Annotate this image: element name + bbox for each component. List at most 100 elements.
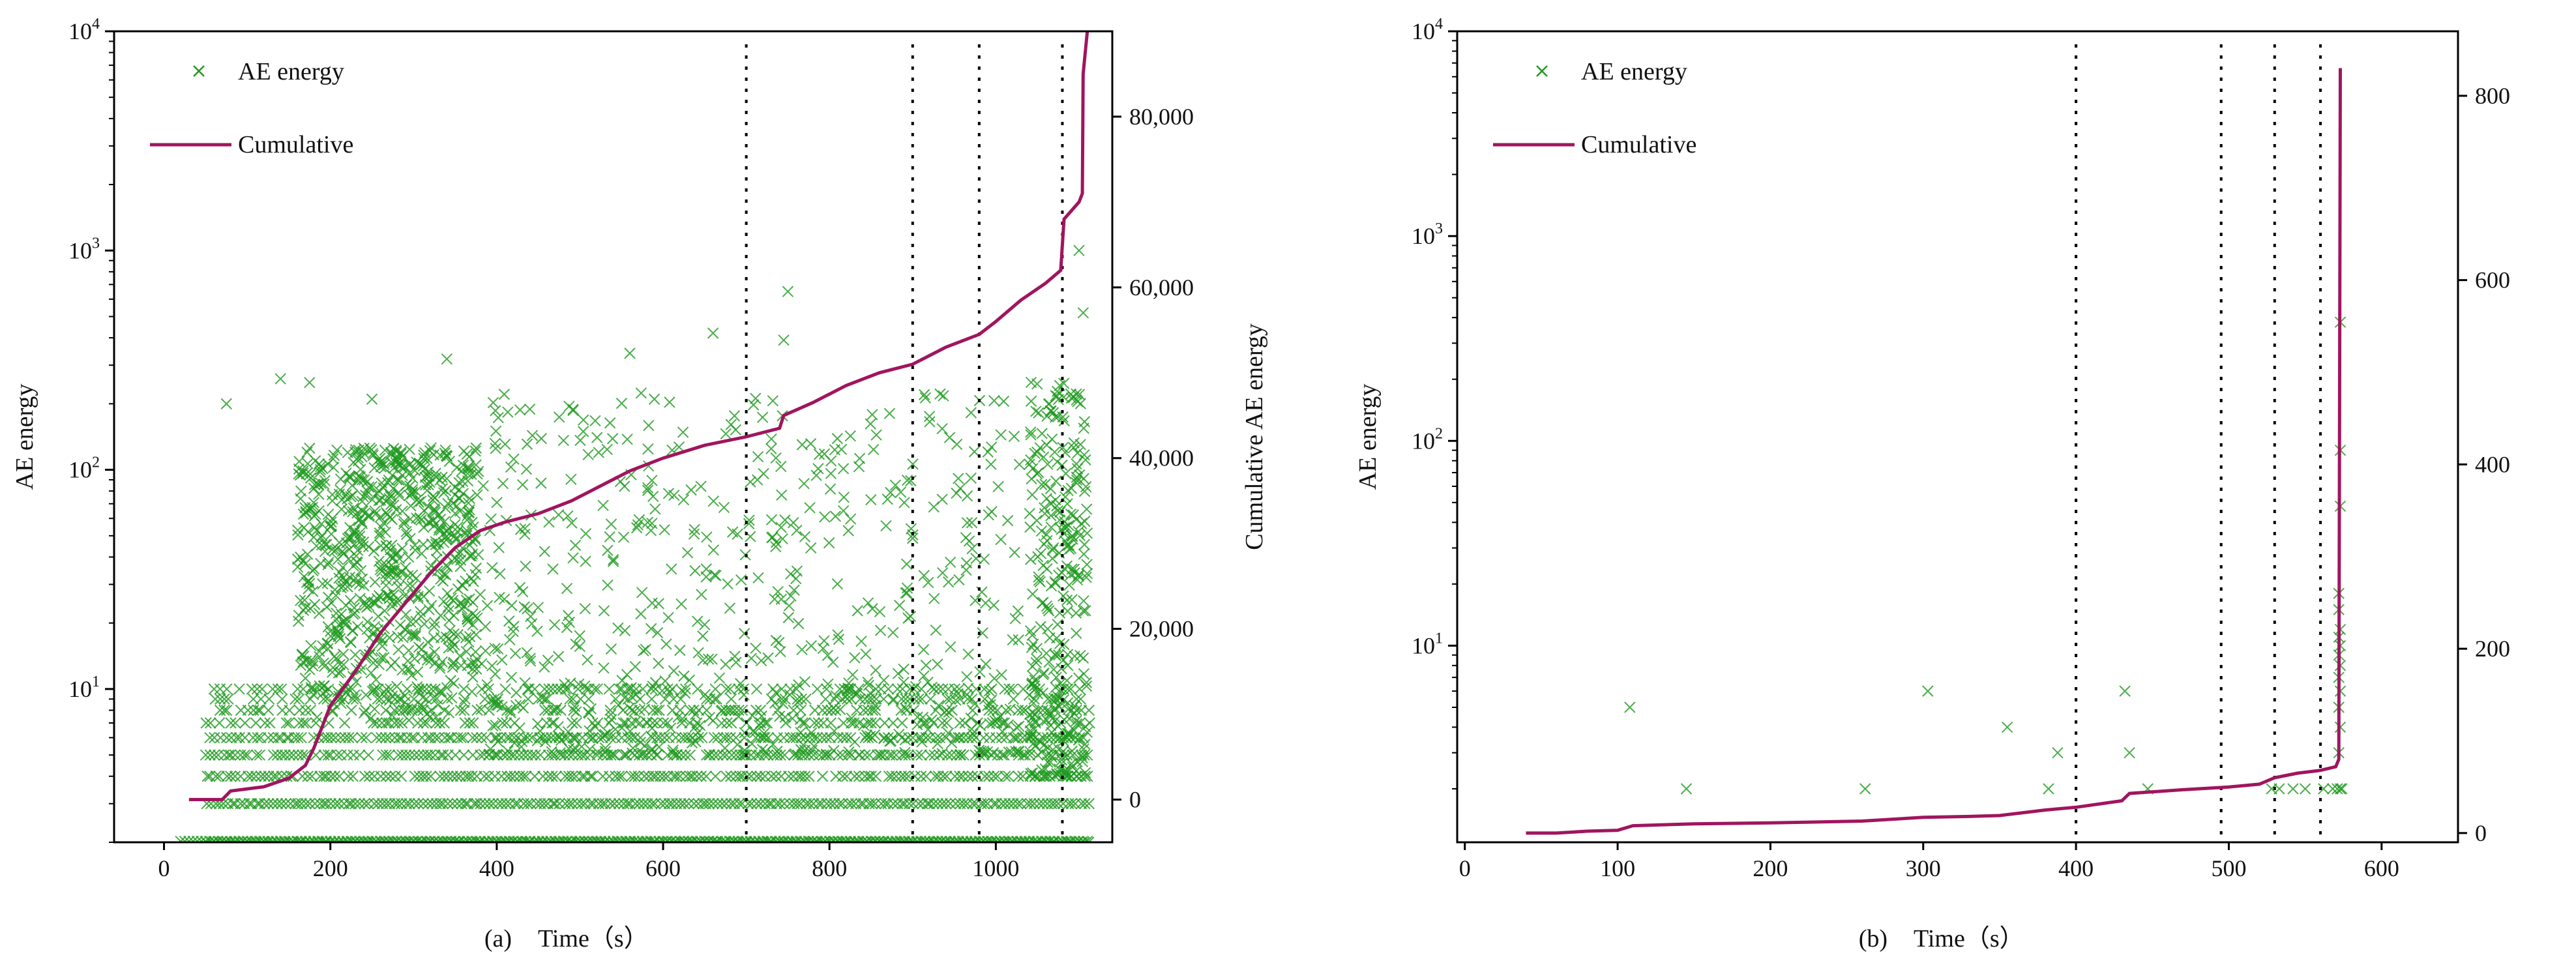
scatter-point xyxy=(374,564,386,576)
x-tick-label: 800 xyxy=(812,855,847,881)
scatter-point xyxy=(893,599,906,611)
scatter-point xyxy=(2043,783,2054,795)
scatter-point xyxy=(441,353,453,365)
scatter-point xyxy=(916,736,928,748)
scatter-point xyxy=(1024,553,1037,565)
tick-exponent: 1 xyxy=(1435,630,1443,647)
scatter-point xyxy=(657,717,670,729)
scatter-point xyxy=(1043,705,1056,717)
scatter-point xyxy=(649,503,661,515)
scatter-point xyxy=(1041,563,1053,575)
scatter-point xyxy=(646,475,658,486)
scatter-point xyxy=(215,693,226,705)
scatter-point xyxy=(392,581,404,593)
scatter-point xyxy=(651,704,663,716)
scatter-point xyxy=(385,447,397,458)
scatter-point xyxy=(715,705,728,717)
scatter-point xyxy=(1065,758,1078,770)
scatter-point xyxy=(962,693,973,705)
scatter-point xyxy=(712,731,724,744)
scatter-point xyxy=(464,717,476,729)
scatter-point xyxy=(505,671,518,683)
scatter-point xyxy=(713,672,726,684)
scatter-point xyxy=(566,771,578,782)
scatter-point xyxy=(473,465,484,477)
scatter-point xyxy=(404,533,416,544)
scatter-point xyxy=(599,730,610,742)
scatter-point xyxy=(304,503,316,514)
scatter-point xyxy=(443,731,455,744)
x-axis-label: Time（s） xyxy=(1914,925,2024,952)
scatter-point xyxy=(1052,619,1063,630)
scatter-point xyxy=(383,694,396,706)
scatter-point xyxy=(349,525,361,537)
scatter-point xyxy=(696,589,707,600)
scatter-point xyxy=(887,626,899,639)
scatter-point xyxy=(750,642,762,655)
x-tick-label: 200 xyxy=(1753,855,1788,881)
scatter-point xyxy=(460,595,473,606)
scatter-point xyxy=(1029,680,1041,692)
scatter-point xyxy=(1045,580,1058,592)
scatter-point xyxy=(788,584,800,596)
scatter-point xyxy=(347,625,359,636)
scatter-point xyxy=(707,495,720,507)
scatter-point xyxy=(638,703,651,715)
scatter-point xyxy=(638,645,649,656)
scatter-point xyxy=(520,463,533,475)
scatter-point xyxy=(516,478,529,491)
scatter-point xyxy=(448,628,460,640)
scatter-point xyxy=(340,467,352,479)
scatter-point xyxy=(353,798,366,810)
scatter-point xyxy=(359,596,371,608)
scatter-point xyxy=(812,717,824,729)
scatter-point xyxy=(987,746,999,759)
scatter-point xyxy=(779,514,791,526)
scatter-point xyxy=(373,658,385,670)
scatter-point xyxy=(961,671,973,683)
scatter-point xyxy=(747,709,758,722)
scatter-point xyxy=(333,630,344,643)
scatter-point xyxy=(585,798,597,810)
scatter-point xyxy=(640,643,652,655)
scatter-point xyxy=(442,798,454,810)
scatter-point xyxy=(868,443,880,456)
scatter-point xyxy=(463,771,475,782)
scatter-point xyxy=(961,490,973,502)
scatter-point xyxy=(292,798,304,810)
scatter-point xyxy=(225,731,237,744)
scatter-point xyxy=(953,473,964,484)
scatter-point xyxy=(467,731,479,744)
scatter-point xyxy=(454,771,466,782)
scatter-point xyxy=(1054,692,1066,704)
scatter-point xyxy=(988,599,1000,611)
scatter-point xyxy=(907,458,919,470)
scatter-point xyxy=(411,681,423,693)
scatter-point xyxy=(452,583,464,595)
scatter-point xyxy=(674,704,686,716)
scatter-point xyxy=(380,771,392,782)
scatter-point xyxy=(937,567,949,579)
scatter-point xyxy=(529,771,540,782)
scatter-point xyxy=(899,734,911,746)
scatter-point xyxy=(585,771,597,782)
scatter-point xyxy=(329,731,342,744)
scatter-point xyxy=(514,523,527,535)
scatter-point xyxy=(200,749,212,761)
scatter-point xyxy=(746,738,758,750)
scatter-point xyxy=(629,705,640,718)
scatter-point xyxy=(633,798,645,810)
scatter-point xyxy=(874,748,886,761)
scatter-point xyxy=(552,683,563,695)
tick-exponent: 2 xyxy=(92,454,100,471)
scatter-point xyxy=(313,488,325,500)
scatter-point xyxy=(1047,744,1059,756)
scatter-point xyxy=(406,488,418,499)
scatter-point xyxy=(932,658,943,670)
scatter-point xyxy=(799,531,811,543)
scatter-point xyxy=(475,731,488,744)
scatter-point xyxy=(393,474,405,486)
scatter-point xyxy=(869,699,881,711)
scatter-point xyxy=(2332,783,2343,795)
scatter-point xyxy=(302,771,314,782)
